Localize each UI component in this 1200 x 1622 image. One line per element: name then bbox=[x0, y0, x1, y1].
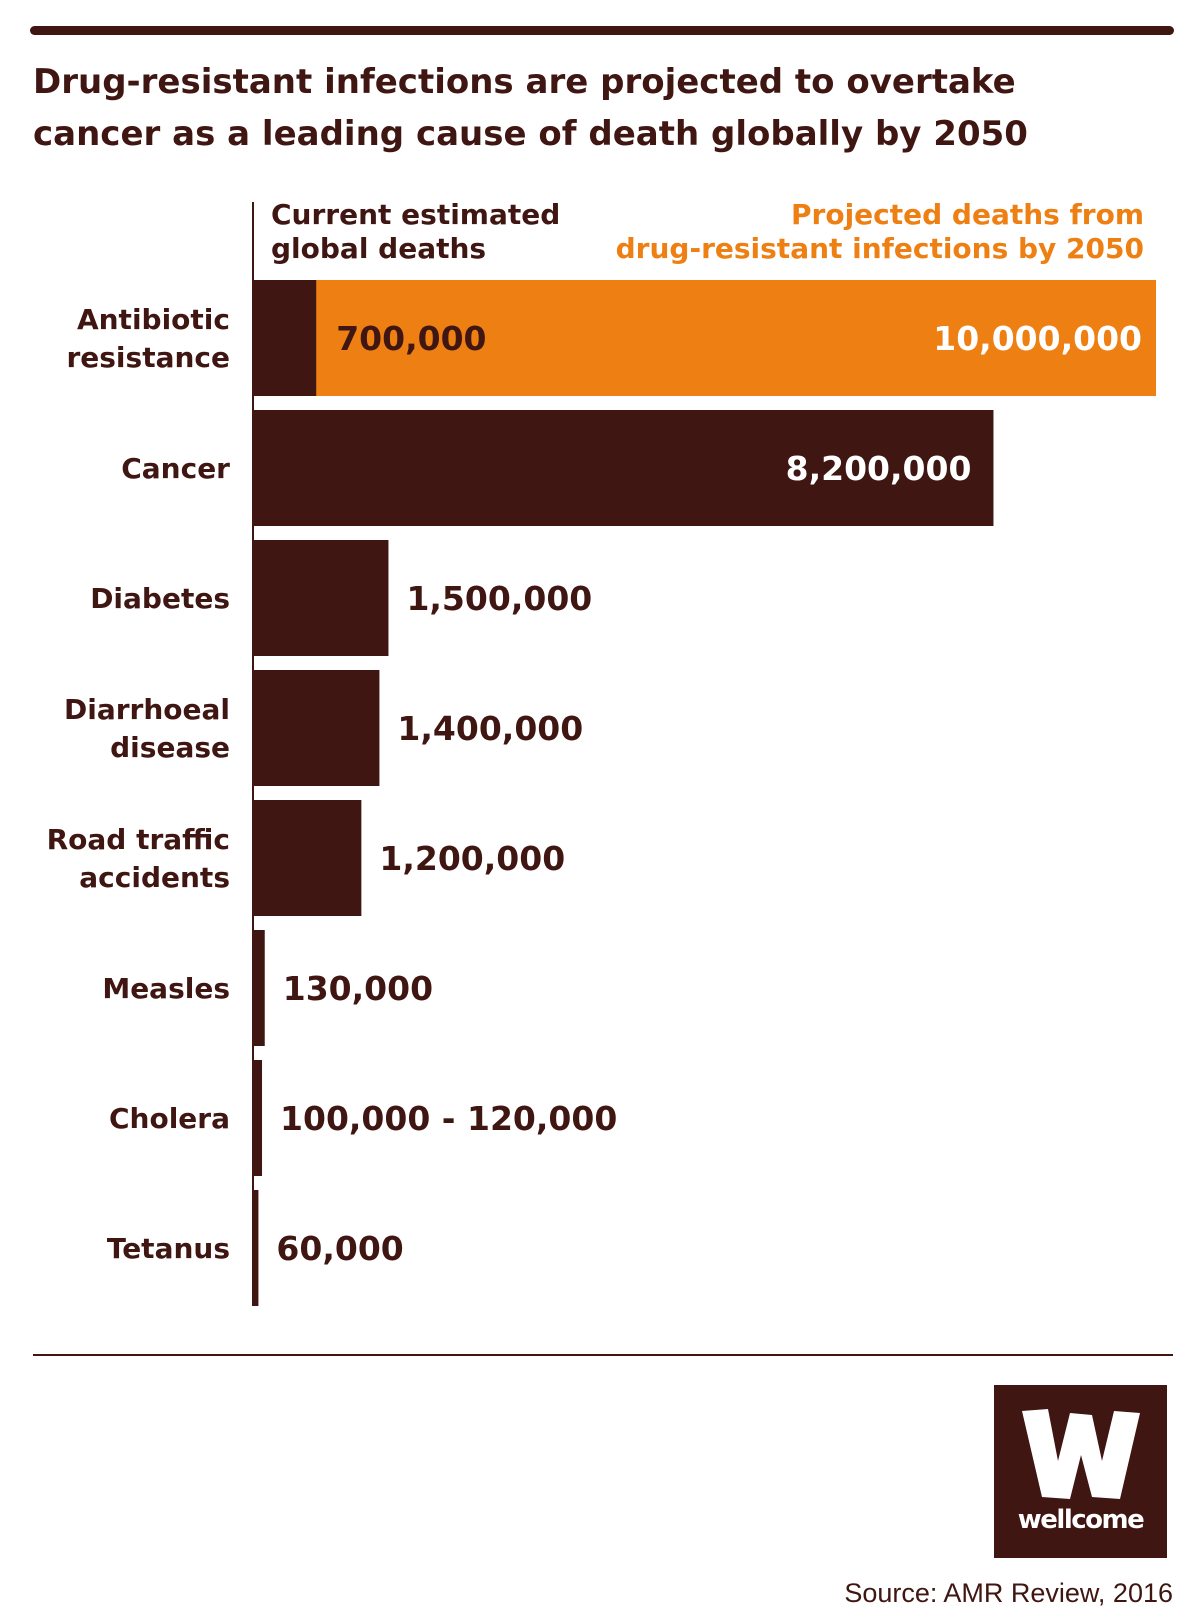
value-label-current-measles: 130,000 bbox=[283, 969, 433, 1008]
value-label-current-diabetes: 1,500,000 bbox=[406, 579, 592, 618]
bar-current-cholera bbox=[253, 1060, 263, 1176]
bar-current-diarrhoeal-disease bbox=[253, 670, 380, 786]
value-label-projected-antibiotic-resistance: 10,000,000 bbox=[933, 319, 1142, 358]
category-label-road-traffic-accidents-1: Road traffic bbox=[47, 823, 230, 856]
category-label-diabetes: Diabetes bbox=[90, 582, 230, 615]
value-label-current-road-traffic-accidents: 1,200,000 bbox=[379, 839, 565, 878]
category-label-cancer: Cancer bbox=[121, 452, 230, 485]
source-note: Source: AMR Review, 2016 bbox=[844, 1578, 1173, 1608]
logo-wordmark: wellcome bbox=[1017, 1505, 1145, 1535]
category-label-tetanus: Tetanus bbox=[107, 1232, 230, 1265]
category-label-diarrhoeal-disease-2: disease bbox=[110, 731, 230, 764]
value-label-current-cholera: 100,000 - 120,000 bbox=[280, 1099, 617, 1138]
category-label-diarrhoeal-disease-1: Diarrhoeal bbox=[64, 693, 230, 726]
bar-current-diabetes bbox=[253, 540, 389, 656]
legend-projected-line-1: Projected deaths from bbox=[791, 198, 1144, 231]
bottom-rule bbox=[33, 1354, 1173, 1356]
wellcome-logo: wellcome bbox=[994, 1385, 1167, 1558]
bar-current-measles bbox=[253, 930, 265, 1046]
bar-current-road-traffic-accidents bbox=[253, 800, 362, 916]
category-label-antibiotic-resistance-1: Antibiotic bbox=[77, 303, 230, 336]
category-label-antibiotic-resistance-2: resistance bbox=[66, 341, 230, 374]
value-label-current-antibiotic-resistance: 700,000 bbox=[336, 319, 486, 358]
bar-current-cancer bbox=[253, 410, 994, 526]
value-label-current-cancer: 8,200,000 bbox=[786, 449, 972, 488]
category-label-road-traffic-accidents-2: accidents bbox=[79, 861, 230, 894]
legend-projected-line-2: drug-resistant infections by 2050 bbox=[616, 232, 1144, 265]
bar-projected-antibiotic-resistance bbox=[253, 280, 1156, 396]
legend-current-line-1: Current estimated bbox=[271, 198, 560, 231]
w-logo-icon bbox=[1022, 1409, 1140, 1499]
category-label-measles: Measles bbox=[102, 972, 230, 1005]
legend-current-line-2: global deaths bbox=[271, 232, 486, 265]
value-label-current-diarrhoeal-disease: 1,400,000 bbox=[397, 709, 583, 748]
chart-title: Drug-resistant infections are projected … bbox=[33, 62, 1028, 154]
bar-current-antibiotic-resistance bbox=[253, 280, 317, 396]
top-rule bbox=[30, 26, 1174, 35]
bar-current-tetanus bbox=[253, 1190, 259, 1306]
value-label-current-tetanus: 60,000 bbox=[276, 1229, 403, 1268]
category-label-cholera: Cholera bbox=[109, 1102, 230, 1135]
